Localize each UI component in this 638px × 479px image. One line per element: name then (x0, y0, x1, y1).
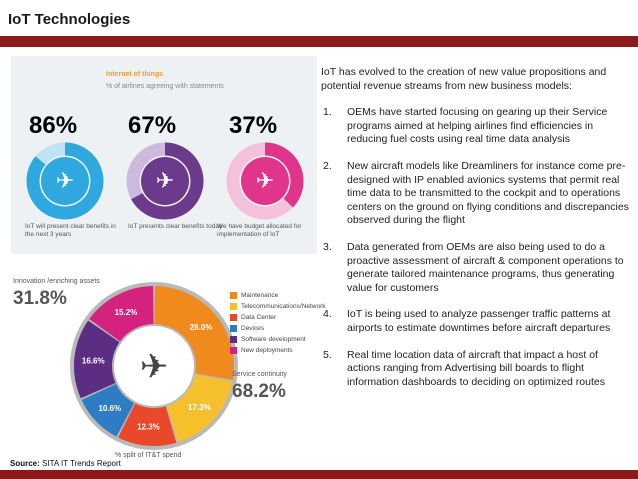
top-accent-bar (0, 36, 638, 47)
donut-segment-3 (118, 403, 177, 446)
innovation-value: 31.8% (13, 288, 67, 309)
infographic-subtitle: % of airlines agreeing with statements (106, 83, 224, 90)
service-continuity-value: 68.2% (232, 381, 286, 402)
airplane-icon: ✈ (140, 348, 169, 386)
stat-ring-1-fill (26, 142, 104, 220)
donut-segment-4 (81, 383, 135, 437)
stat-ring-2-fill (126, 142, 204, 220)
airplane-icon: ✈ (156, 168, 174, 193)
bottom-accent-bar (0, 470, 638, 479)
slide-title: IoT Technologies (8, 11, 131, 28)
airplane-icon: ✈ (256, 168, 274, 193)
stat-value-2: 67% (128, 112, 177, 139)
donut-label-5: 16.6% (82, 356, 105, 365)
stat-value-3: 37% (229, 112, 278, 139)
list-item: 4. IoT is being used to analyze passenger… (323, 308, 611, 334)
source-citation: Source: SITA IT Trends Report (10, 459, 121, 468)
donut-segment-1 (154, 286, 235, 381)
donut-label-2: 17.3% (188, 403, 211, 412)
stat-caption-3: We have budget allocated for implementat… (217, 223, 302, 238)
donut-segment-2 (166, 374, 233, 443)
list-item: 3. Data generated from OEMs are also bein… (323, 240, 624, 294)
innovation-label: Innovation /enriching assets (13, 278, 100, 285)
legend-item: New deployments (230, 345, 326, 356)
spend-legend: Maintenance Telecommunications/Network D… (230, 290, 326, 356)
donut-segment-6 (89, 286, 154, 342)
legend-item: Software development (230, 334, 326, 345)
stat-caption-1: IoT will present clear benefits in the n… (25, 223, 116, 238)
legend-item: Devices (230, 323, 326, 334)
donut-segment-5 (74, 320, 120, 399)
stat-ring-1: ✈ (26, 142, 104, 220)
stat-ring-2: ✈ (126, 142, 204, 220)
slide-header: IoT Technologies (0, 0, 638, 36)
points-list: 1. OEMs have started focusing on gearing … (321, 106, 633, 389)
list-item: 1. OEMs have started focusing on gearing … (323, 106, 608, 146)
legend-item: Telecommunications/Network (230, 301, 326, 312)
donut-label-6: 15.2% (115, 308, 138, 317)
airplane-icon: ✈ (56, 168, 74, 193)
iot-airlines-infographic: Internet of things % of airlines agreein… (11, 56, 317, 254)
infographic-title: Internet of things (106, 71, 164, 78)
legend-item: Data Center (230, 312, 326, 323)
body-text: IoT has evolved to the creation of new v… (321, 66, 633, 402)
list-item: 5. Real time location data of aircraft th… (323, 348, 605, 388)
list-item: 2. New aircraft models like Dreamliners f… (323, 159, 629, 227)
it-spend-donut: ✈ 28.0% 17.3% 12.3% 10.6% 16.6% 15.2% (70, 282, 238, 450)
stat-ring-3: ✈ (226, 142, 304, 220)
donut-label-4: 10.6% (98, 404, 121, 413)
donut-label-3: 12.3% (137, 423, 160, 432)
stat-caption-2: IoT presents clear benefits today (128, 223, 223, 230)
donut-label-1: 28.0% (190, 323, 213, 332)
stat-value-1: 86% (29, 112, 78, 139)
intro-paragraph: IoT has evolved to the creation of new v… (321, 66, 607, 92)
legend-item: Maintenance (230, 290, 326, 301)
split-label: % split of IT&T spend (115, 452, 182, 459)
service-continuity-label: Service continuity (232, 371, 287, 378)
stat-ring-3-fill (226, 142, 304, 220)
